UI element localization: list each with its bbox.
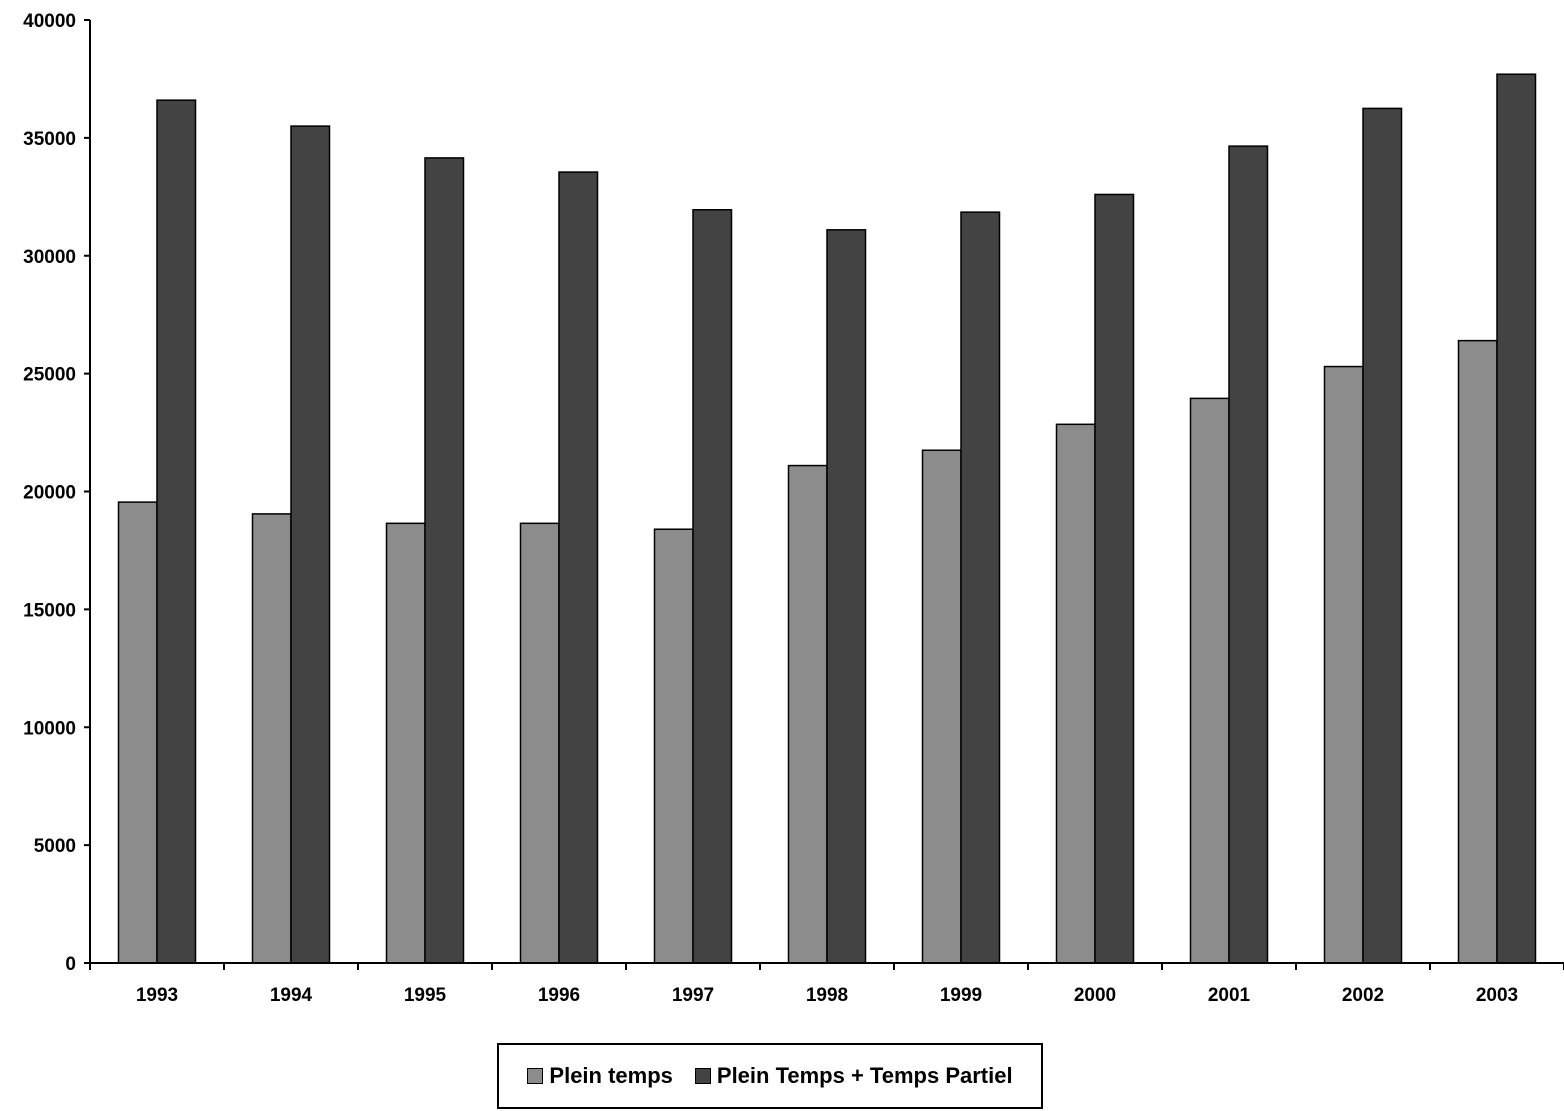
legend: Plein temps Plein Temps + Temps Partiel	[497, 1043, 1043, 1109]
x-tick-label-1995: 1995	[404, 985, 447, 1006]
bar-plein-temps-1996	[519, 522, 560, 964]
y-tick-label-40000: 40000	[23, 11, 76, 32]
legend-swatch-plein-temps	[527, 1068, 544, 1084]
bar-plein-temps-1995	[385, 522, 426, 964]
x-tick-label-1998: 1998	[806, 985, 848, 1006]
bar-plein-temps-2001	[1189, 397, 1230, 964]
legend-swatch-plein-temps-partiel	[694, 1068, 711, 1084]
y-tick-label-5000: 5000	[34, 836, 76, 857]
y-tick-label-20000: 20000	[23, 483, 76, 504]
bar-plein-temps-2002	[1323, 365, 1364, 964]
bar-plein-temps-partiel-2003	[1496, 73, 1537, 964]
bar-plein-temps-2000	[1055, 423, 1096, 964]
bar-plein-temps-1999	[921, 449, 962, 964]
bar-plein-temps-partiel-1994	[290, 125, 331, 964]
bar-plein-temps-2003	[1457, 339, 1498, 964]
legend-label-plein-temps: Plein temps	[549, 1063, 673, 1088]
y-tick-label-10000: 10000	[23, 718, 76, 739]
y-tick-label-15000: 15000	[23, 600, 76, 621]
x-tick-label-2003: 2003	[1476, 985, 1518, 1006]
bar-plein-temps-partiel-2001	[1228, 145, 1269, 964]
y-tick-label-25000: 25000	[23, 365, 76, 386]
x-tick-label-2000: 2000	[1074, 985, 1116, 1006]
bar-plein-temps-partiel-1997	[692, 209, 733, 964]
x-tick-label-1997: 1997	[672, 985, 714, 1006]
y-tick-label-35000: 35000	[23, 129, 76, 150]
bar-plein-temps-partiel-1996	[558, 171, 599, 964]
legend-item-plein-temps-partiel: Plein Temps + Temps Partiel	[694, 1063, 1013, 1089]
bar-plein-temps-1998	[787, 464, 828, 964]
x-tick-label-1999: 1999	[940, 985, 982, 1006]
x-tick-label-1996: 1996	[538, 985, 580, 1006]
bar-plein-temps-1994	[251, 513, 292, 964]
y-tick-label-30000: 30000	[23, 247, 76, 268]
x-tick-label-2001: 2001	[1208, 985, 1251, 1006]
bar-plein-temps-partiel-1993	[156, 99, 197, 964]
bar-plein-temps-partiel-2000	[1094, 193, 1135, 964]
y-tick-label-0: 0	[65, 954, 76, 975]
x-tick-label-1994: 1994	[270, 985, 313, 1006]
x-tick-label-2002: 2002	[1342, 985, 1384, 1006]
x-tick-label-1993: 1993	[136, 985, 178, 1006]
bar-plein-temps-partiel-1999	[960, 211, 1001, 964]
bar-plein-temps-partiel-2002	[1362, 107, 1403, 964]
bar-plein-temps-1997	[653, 528, 694, 964]
legend-label-plein-temps-partiel: Plein Temps + Temps Partiel	[716, 1063, 1013, 1088]
bar-plein-temps-partiel-1995	[424, 157, 465, 964]
bar-plein-temps-1993	[117, 501, 158, 964]
bar-plein-temps-partiel-1998	[826, 229, 867, 964]
legend-item-plein-temps: Plein temps	[527, 1063, 673, 1089]
